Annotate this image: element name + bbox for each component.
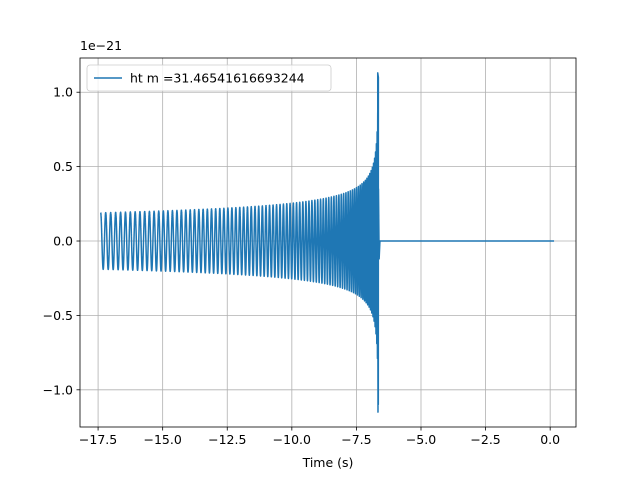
plot-frame (79, 57, 577, 428)
x-tick-label: −10.0 (273, 432, 311, 447)
x-tick-label: −5.0 (406, 432, 436, 447)
y-axis-ticks: −1.0 −0.5 0.0 0.5 1.0 (43, 85, 80, 397)
y-offset-label: 1e−21 (80, 38, 122, 53)
y-tick-label: −0.5 (43, 308, 73, 323)
legend-box (86, 64, 332, 92)
y-tick-label: −1.0 (43, 382, 73, 397)
x-tick-label: −15.0 (144, 432, 182, 447)
y-tick-label: 0.0 (53, 234, 73, 249)
legend-entry-label: ht m =31.46541616693244 (130, 71, 305, 86)
x-axis-ticks: −17.5 −15.0 −12.5 −10.0 −7.5 −5.0 −2.5 0.0 (79, 427, 560, 447)
x-tick-label: −7.5 (341, 432, 371, 447)
series-layer (99, 72, 555, 413)
x-tick-label: −12.5 (208, 432, 246, 447)
legend: ht m =31.46541616693244 (86, 64, 332, 92)
x-tick-label: −17.5 (79, 432, 117, 447)
y-tick-label: 1.0 (53, 85, 73, 100)
y-tick-label: 0.5 (53, 159, 73, 174)
x-axis-label: Time (s) (302, 455, 354, 470)
x-tick-label: 0.0 (540, 432, 560, 447)
series-line-ht (99, 72, 555, 413)
x-tick-label: −2.5 (470, 432, 500, 447)
